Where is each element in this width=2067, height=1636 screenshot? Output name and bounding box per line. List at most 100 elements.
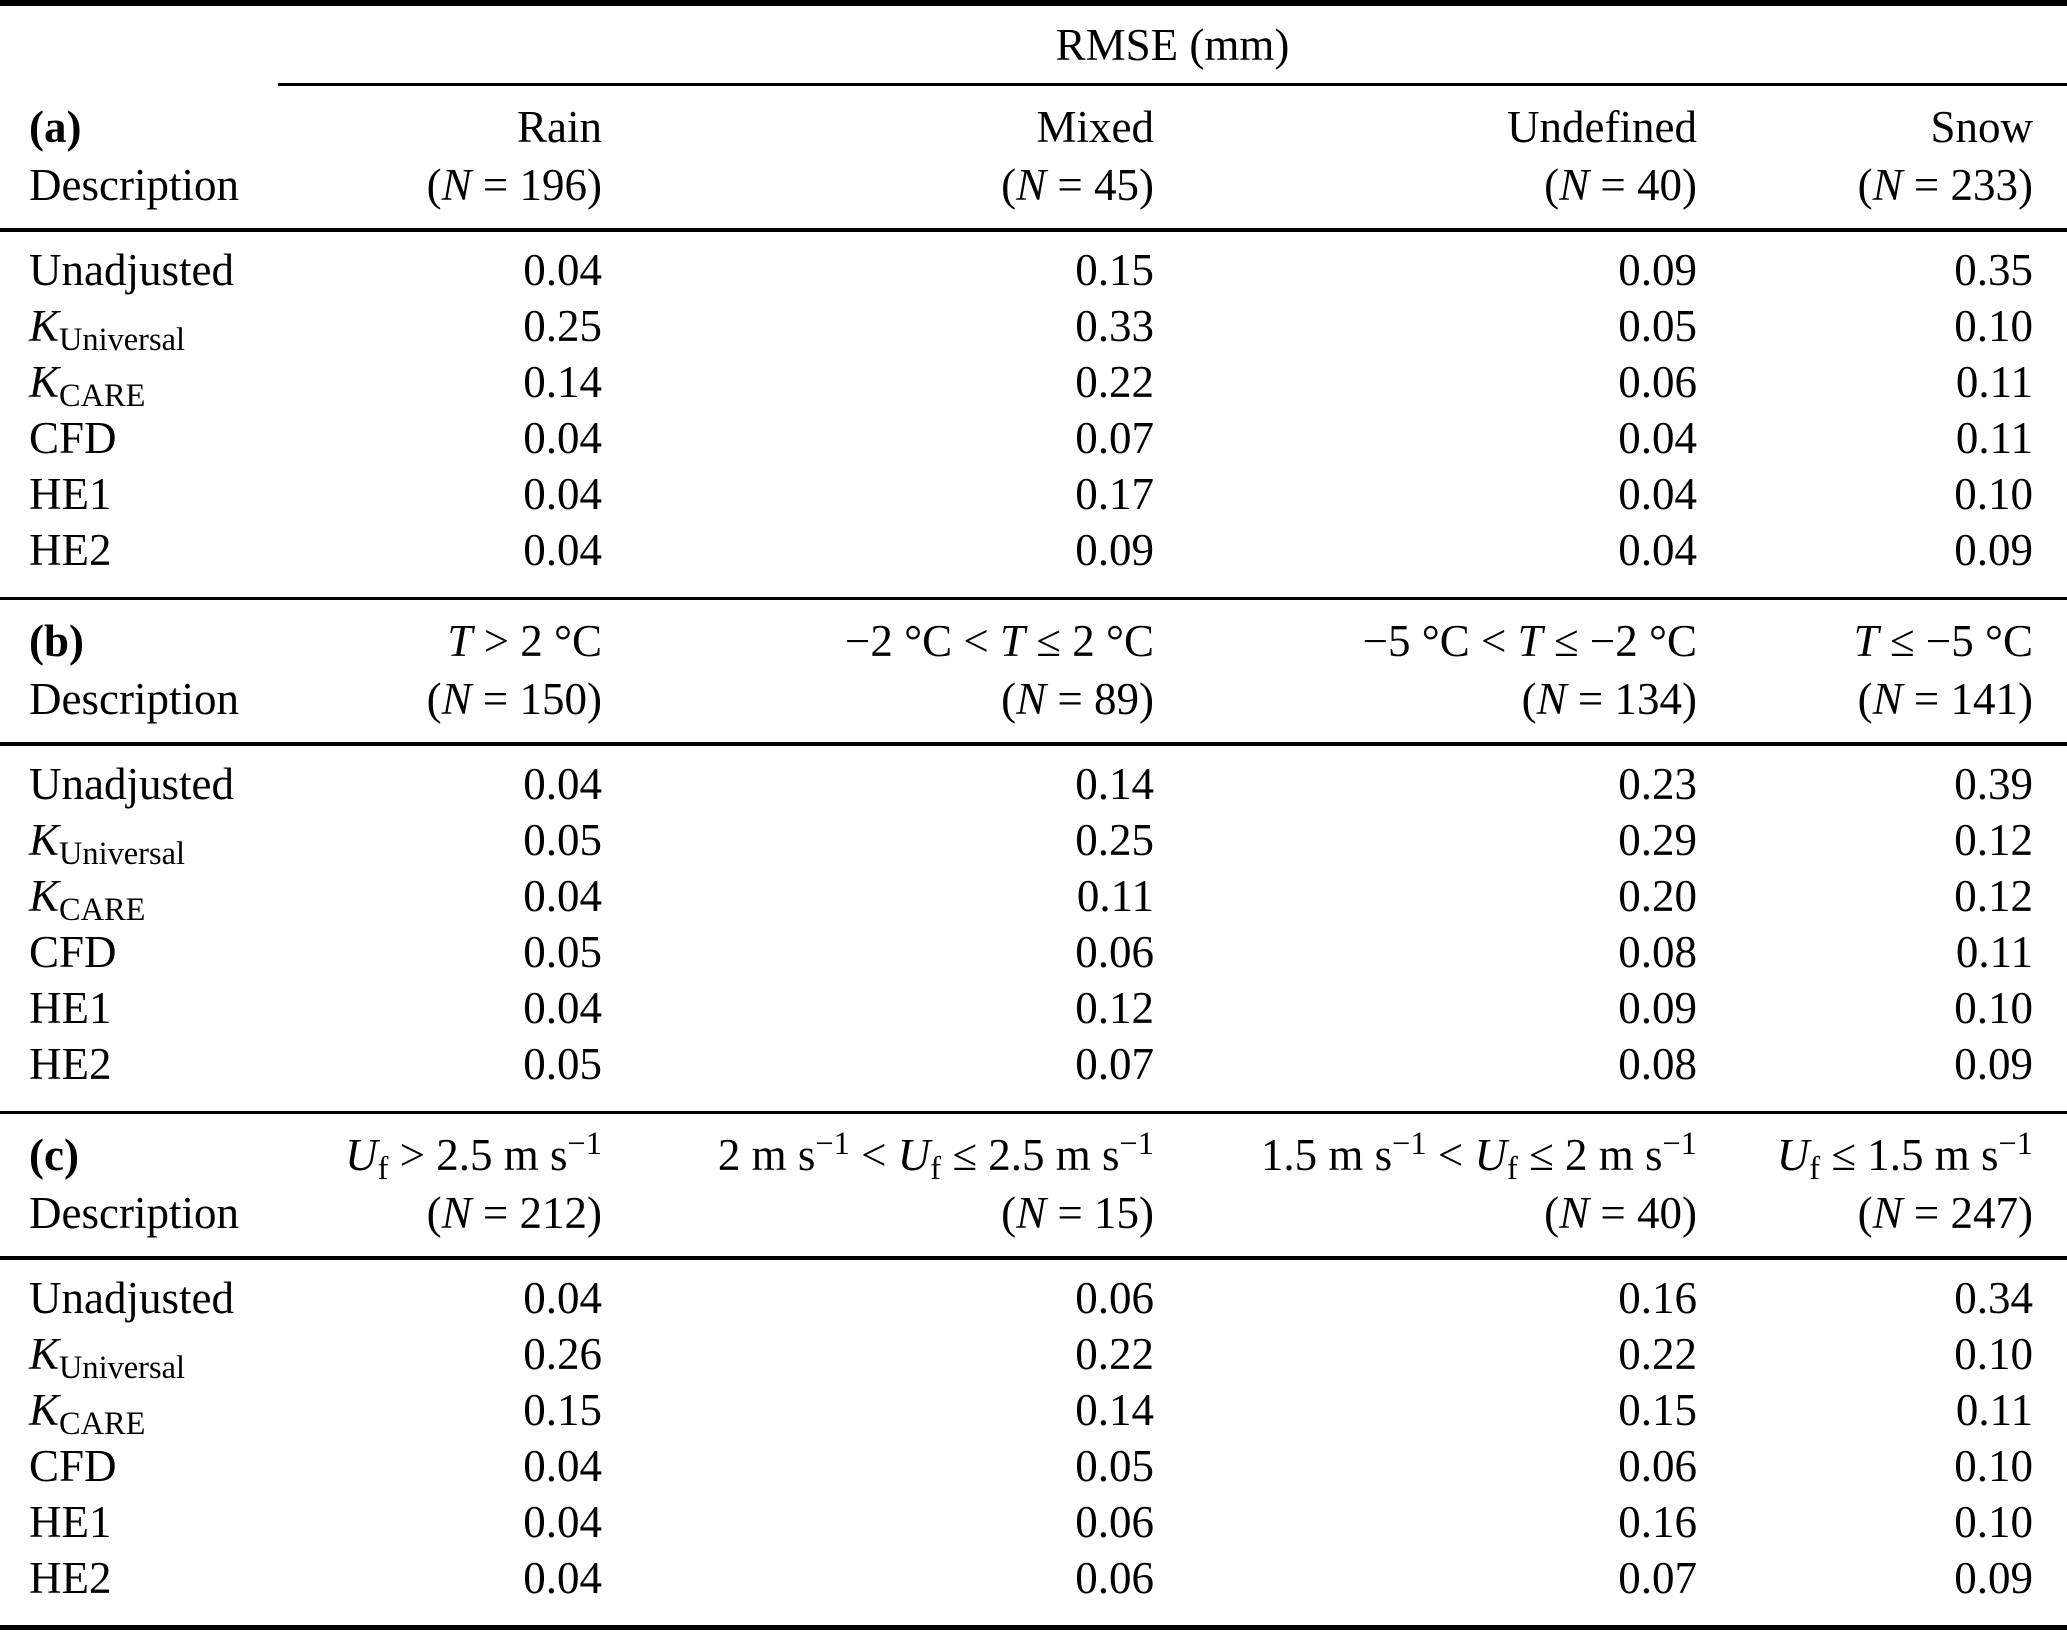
row-label: HE2 xyxy=(29,1036,329,1092)
cell-value: 0.04 xyxy=(523,525,602,575)
cell-value: 0.09 xyxy=(1954,525,2033,575)
text-run: ≤ 2 °C xyxy=(1025,616,1154,666)
text-run: Mixed xyxy=(1036,102,1155,152)
cell-value: 0.14 xyxy=(523,357,602,407)
cell-value: 0.15 xyxy=(1618,1385,1697,1435)
text-run: N xyxy=(441,1188,472,1238)
cell-value: 0.10 xyxy=(1954,469,2033,519)
subscript-text: CARE xyxy=(59,378,146,415)
cell-value: 0.05 xyxy=(1618,301,1697,351)
text-run: = 45) xyxy=(1046,160,1154,210)
cell-value: 0.11 xyxy=(1076,871,1154,921)
text-run: HE2 xyxy=(29,1553,112,1603)
header-rule xyxy=(0,228,2067,232)
cell-value: 0.10 xyxy=(1954,983,2033,1033)
column-header-line2: (N = 150) xyxy=(329,670,602,728)
cell-value: 0.04 xyxy=(523,1441,602,1491)
table-unit-header: RMSE (mm) xyxy=(278,6,2067,83)
text-run: = 212) xyxy=(471,1188,602,1238)
section-header-left: (b) Description xyxy=(29,612,329,728)
text-run: Undefined xyxy=(1507,102,1697,152)
text-run: ( xyxy=(1857,1188,1873,1238)
text-run: ( xyxy=(1544,160,1560,210)
text-run: (a) xyxy=(29,102,82,152)
text-run: ≤ 2.5 m s xyxy=(941,1130,1120,1180)
cell-value: 0.04 xyxy=(523,245,602,295)
subscript-text: Universal xyxy=(59,1350,185,1387)
cell-value: 0.06 xyxy=(1618,357,1697,407)
cell-value: 0.07 xyxy=(1075,1039,1154,1089)
top-rule xyxy=(0,0,2067,6)
cell-value: 0.06 xyxy=(1075,927,1154,977)
text-run: (b) xyxy=(29,616,84,666)
cell-value: 0.11 xyxy=(1955,1385,2033,1435)
cell-value: 0.04 xyxy=(523,469,602,519)
text-run: ≤ 1.5 m s xyxy=(1820,1130,1999,1180)
text-run: HE1 xyxy=(29,983,112,1033)
cell-value: 0.11 xyxy=(1955,357,2033,407)
text-run: ( xyxy=(1521,674,1537,724)
section-b-header: (b) Description T > 2 °C (N = 150) −2 °C… xyxy=(0,600,2067,742)
text-run: HE2 xyxy=(29,1039,112,1089)
cell-value: 0.06 xyxy=(1075,1553,1154,1603)
subscript-text: Universal xyxy=(59,836,185,873)
text-run: K xyxy=(29,1385,60,1435)
text-run: −5 °C < xyxy=(1362,616,1518,666)
cell-value: 0.10 xyxy=(1954,1441,2033,1491)
row-label: CFD xyxy=(29,924,329,980)
text-run: ( xyxy=(1001,1188,1017,1238)
text-run: N xyxy=(1872,160,1903,210)
column-header-line2: (N = 40) xyxy=(1154,1184,1697,1242)
column-header: Rain (N = 196) xyxy=(329,98,602,214)
subscript-text: CARE xyxy=(59,1406,146,1443)
cell-value: 0.04 xyxy=(523,871,602,921)
row-label: HE2 xyxy=(29,522,329,578)
column-header-line1: −2 °C < T ≤ 2 °C xyxy=(602,612,1154,670)
row-label: CFD xyxy=(29,1438,329,1494)
text-run: N xyxy=(1872,1188,1903,1238)
cell-value: 0.07 xyxy=(1618,1553,1697,1603)
text-run: HE2 xyxy=(29,525,112,575)
cell-value: 0.14 xyxy=(1075,1385,1154,1435)
row-label: HE1 xyxy=(29,466,329,522)
column-header-line1: 2 m s−1 < Uf ≤ 2.5 m s−1 xyxy=(602,1125,1154,1186)
unit-span-rule xyxy=(278,83,2067,86)
section-header-left: (a) Description xyxy=(29,98,329,214)
cell-value: 0.12 xyxy=(1954,871,2033,921)
cell-value: 0.05 xyxy=(1075,1441,1154,1491)
text-run: 2 m s xyxy=(717,1130,816,1180)
cell-value: 0.10 xyxy=(1954,1329,2033,1379)
superscript-text: −1 xyxy=(1119,1125,1154,1162)
cell-value: 0.04 xyxy=(523,759,602,809)
row-label: KCARE xyxy=(29,1382,329,1440)
text-run: ≤ −5 °C xyxy=(1878,616,2033,666)
section-c-body: Unadjusted 0.04 0.06 0.16 0.34 KUniversa… xyxy=(0,1260,2067,1625)
section-a-header: (a) Description Rain (N = 196) Mixed (N … xyxy=(0,86,2067,228)
text-run: K xyxy=(29,301,60,351)
cell-value: 0.09 xyxy=(1618,245,1697,295)
text-run: N xyxy=(441,674,472,724)
text-run: N xyxy=(1559,160,1590,210)
row-label: KUniversal xyxy=(29,298,329,356)
cell-value: 0.04 xyxy=(523,1497,602,1547)
column-header-line2: (N = 196) xyxy=(329,156,602,214)
text-run: N xyxy=(1016,160,1047,210)
column-header-line1: Uf ≤ 1.5 m s−1 xyxy=(1697,1125,2033,1186)
description-label: Description xyxy=(29,674,239,724)
text-run: > 2 °C xyxy=(472,616,602,666)
cell-value: 0.07 xyxy=(1075,413,1154,463)
column-header-line2: (N = 233) xyxy=(1697,156,2033,214)
column-header-line1: Snow xyxy=(1697,98,2033,156)
header-rule xyxy=(0,742,2067,746)
column-header: Uf ≤ 1.5 m s−1 (N = 247) xyxy=(1697,1126,2033,1242)
superscript-text: −1 xyxy=(1998,1125,2033,1162)
description-label: Description xyxy=(29,160,239,210)
text-run: = 40) xyxy=(1589,160,1697,210)
text-run: ( xyxy=(1857,160,1873,210)
column-header-line1: T > 2 °C xyxy=(329,612,602,670)
text-run: K xyxy=(29,871,60,921)
column-header-line1: Rain xyxy=(329,98,602,156)
superscript-text: −1 xyxy=(1392,1125,1427,1162)
cell-value: 0.09 xyxy=(1954,1553,2033,1603)
